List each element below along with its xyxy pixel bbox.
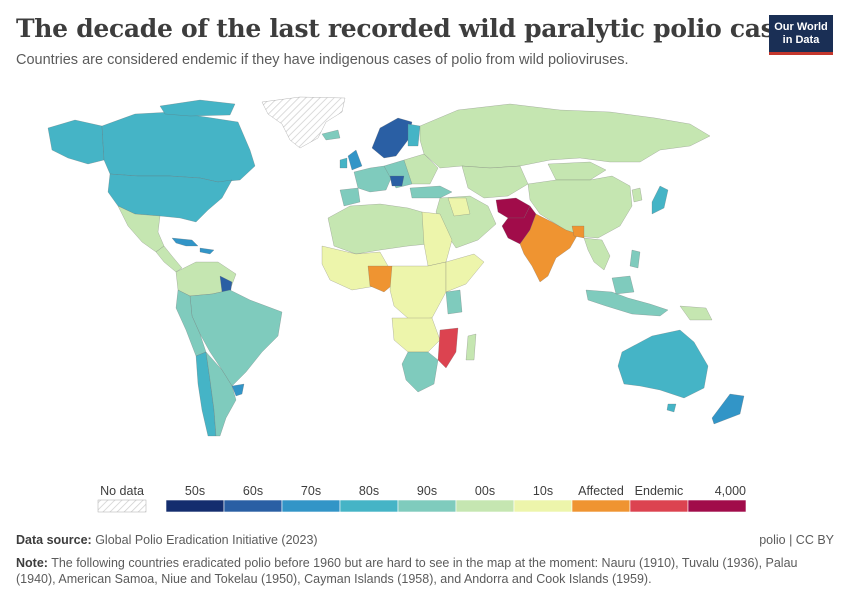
- region-philippines[interactable]: [629, 249, 641, 269]
- region-canada-islands[interactable]: [159, 99, 236, 117]
- legend-swatch-9[interactable]: [687, 499, 747, 513]
- world-map[interactable]: [0, 90, 850, 475]
- chart-subtitle: Countries are considered endemic if they…: [16, 52, 629, 68]
- legend-swatch-7[interactable]: [571, 499, 631, 513]
- region-kenya[interactable]: [445, 289, 463, 315]
- region-horn-africa[interactable]: [445, 253, 485, 293]
- legend-label-7: Affected: [578, 484, 624, 498]
- region-australia[interactable]: [617, 329, 709, 399]
- legend-label-3: 80s: [359, 484, 379, 498]
- region-argentina[interactable]: [205, 351, 237, 437]
- region-se-asia[interactable]: [583, 237, 611, 271]
- region-india[interactable]: [519, 213, 579, 283]
- region-brazil[interactable]: [189, 289, 283, 387]
- region-west-europe[interactable]: [353, 165, 393, 193]
- legend-no-data-swatch: [97, 499, 147, 513]
- legend-label-9: 4,000: [715, 484, 746, 498]
- legend-swatch-2[interactable]: [281, 499, 341, 513]
- region-scandinavia[interactable]: [371, 117, 413, 159]
- region-greenland[interactable]: [261, 96, 346, 149]
- footer: Data source: Global Polio Eradication In…: [16, 533, 834, 587]
- legend-swatch-6[interactable]: [513, 499, 573, 513]
- map-legend: No data 50s 60s 70s 80s 90s 00s 10s Affected End…: [97, 484, 747, 513]
- region-mongolia[interactable]: [547, 161, 607, 181]
- region-new-zealand[interactable]: [711, 393, 745, 425]
- region-canada[interactable]: [101, 111, 256, 183]
- legend-label-5: 00s: [475, 484, 495, 498]
- region-finland[interactable]: [407, 123, 421, 147]
- chart-title: The decade of the last recorded wild par…: [16, 14, 791, 43]
- legend-swatch-8[interactable]: [629, 499, 689, 513]
- region-tasmania[interactable]: [666, 403, 677, 413]
- license-link[interactable]: polio | CC BY: [759, 533, 834, 547]
- region-japan[interactable]: [651, 185, 669, 215]
- region-caribbean-2[interactable]: [199, 247, 215, 255]
- region-nigeria[interactable]: [367, 265, 397, 293]
- region-russia[interactable]: [419, 103, 711, 169]
- owid-logo[interactable]: Our World in Data: [769, 15, 833, 55]
- region-mozambique[interactable]: [437, 327, 459, 369]
- legend-label-0: 50s: [185, 484, 205, 498]
- data-source: Data source: Global Polio Eradication In…: [16, 533, 834, 547]
- note-label: Note:: [16, 556, 48, 570]
- region-korea[interactable]: [631, 187, 643, 203]
- legend-swatch-1[interactable]: [223, 499, 283, 513]
- region-ireland[interactable]: [339, 157, 348, 169]
- region-north-africa[interactable]: [327, 203, 429, 255]
- region-balkans[interactable]: [389, 175, 405, 187]
- legend-label-6: 10s: [533, 484, 553, 498]
- region-afghanistan[interactable]: [495, 197, 531, 219]
- legend-swatch-4[interactable]: [397, 499, 457, 513]
- region-uruguay[interactable]: [231, 383, 245, 397]
- region-southern-africa[interactable]: [401, 351, 439, 393]
- region-congo-south[interactable]: [391, 317, 441, 353]
- region-iraq-syria[interactable]: [447, 197, 471, 217]
- legend-label-1: 60s: [243, 484, 263, 498]
- region-central-america[interactable]: [155, 245, 183, 273]
- legend-swatch-3[interactable]: [339, 499, 399, 513]
- legend-label-2: 70s: [301, 484, 321, 498]
- region-iceland[interactable]: [321, 129, 341, 141]
- region-china[interactable]: [527, 175, 633, 239]
- legend-swatch-5[interactable]: [455, 499, 515, 513]
- region-east-europe[interactable]: [403, 153, 439, 185]
- region-madagascar[interactable]: [465, 333, 477, 361]
- legend-label-4: 90s: [417, 484, 437, 498]
- note: Note: The following countries eradicated…: [16, 555, 834, 587]
- logo-line-1: Our World: [774, 21, 828, 33]
- legend-swatch-0[interactable]: [165, 499, 225, 513]
- source-label: Data source:: [16, 533, 92, 547]
- region-caribbean[interactable]: [171, 237, 199, 247]
- region-png[interactable]: [679, 305, 713, 321]
- legend-color-scale: 50s 60s 70s 80s 90s 00s 10s Affected Endemic 4,00…: [165, 484, 747, 513]
- region-iberia[interactable]: [339, 187, 361, 207]
- note-text: The following countries eradicated polio…: [16, 556, 798, 586]
- legend-no-data-label: No data: [100, 484, 144, 498]
- legend-label-8: Endemic: [635, 484, 684, 498]
- region-central-asia[interactable]: [461, 165, 529, 199]
- region-borneo[interactable]: [611, 275, 635, 295]
- region-turkey[interactable]: [409, 185, 453, 199]
- logo-line-2: in Data: [782, 33, 820, 46]
- region-central-africa[interactable]: [389, 261, 447, 321]
- source-text: Global Polio Eradication Initiative (202…: [91, 533, 318, 547]
- region-alaska[interactable]: [47, 119, 105, 165]
- region-uk[interactable]: [347, 149, 363, 171]
- region-indonesia[interactable]: [585, 289, 669, 317]
